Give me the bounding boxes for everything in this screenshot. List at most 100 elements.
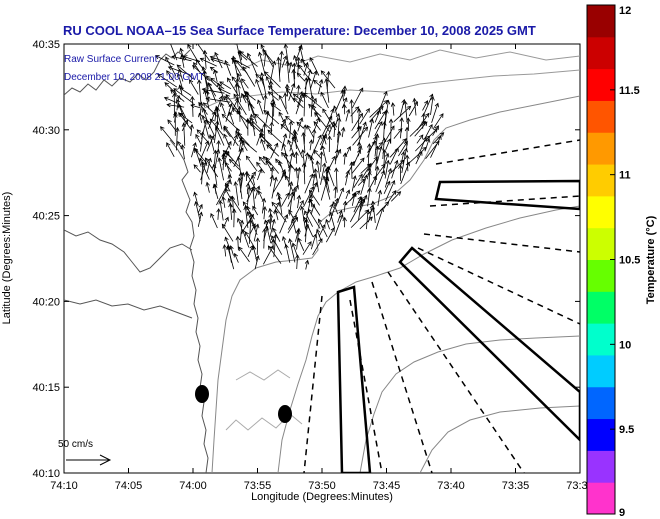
- current-vector-head: [400, 151, 406, 156]
- current-vector: [249, 102, 258, 124]
- current-vector-head: [251, 171, 256, 177]
- current-vector: [249, 223, 256, 235]
- current-vector-head: [308, 139, 314, 144]
- current-vector-head: [360, 157, 365, 163]
- current-vector: [353, 174, 363, 188]
- current-vector-head: [304, 218, 309, 223]
- scale-label: 50 cm/s: [58, 439, 93, 450]
- current-vector: [415, 151, 423, 165]
- current-vector: [170, 44, 178, 61]
- plot-area: [63, 43, 581, 474]
- current-vector-head: [189, 123, 194, 129]
- current-vector: [264, 220, 272, 244]
- current-vector-head: [275, 158, 280, 164]
- current-vector-head: [227, 77, 232, 83]
- current-vector: [206, 120, 215, 137]
- current-vector: [205, 157, 219, 178]
- current-vector-head: [239, 50, 244, 56]
- current-vector-head: [217, 82, 222, 88]
- current-vector-head: [256, 161, 261, 167]
- scale-arrow-icon: [66, 454, 112, 466]
- current-vector: [336, 149, 341, 159]
- current-vector-head: [248, 102, 253, 107]
- current-vector: [367, 188, 371, 207]
- current-vector: [357, 122, 367, 146]
- current-vector: [236, 44, 242, 66]
- current-vector: [196, 129, 210, 144]
- current-vector-head: [237, 177, 242, 182]
- current-vector: [179, 112, 193, 124]
- current-vector-head: [205, 89, 210, 95]
- current-vector: [384, 160, 389, 179]
- current-vector-head: [233, 93, 238, 99]
- current-vector-head: [262, 228, 267, 233]
- current-vector-head: [373, 156, 378, 161]
- current-vectors: [154, 44, 445, 270]
- current-vector: [384, 109, 388, 130]
- current-vector-head: [356, 108, 362, 113]
- current-vector: [268, 85, 279, 96]
- current-vector-head: [228, 158, 234, 164]
- current-vector-head: [302, 124, 308, 129]
- current-vector-head: [227, 140, 232, 146]
- current-vector: [344, 190, 361, 206]
- current-vector: [258, 156, 266, 165]
- colorbar-segment: [587, 195, 615, 229]
- current-vector-head: [245, 182, 251, 188]
- current-vector: [288, 62, 292, 73]
- current-vector-head: [390, 125, 395, 131]
- current-vector-head: [439, 132, 445, 137]
- current-vector: [288, 209, 295, 220]
- current-vector-head: [231, 76, 236, 81]
- current-vector-head: [367, 170, 372, 176]
- current-vector-head: [224, 150, 230, 156]
- current-vector: [430, 96, 434, 115]
- current-vector-head: [377, 189, 383, 195]
- current-vector-head: [412, 97, 417, 103]
- current-vector: [413, 98, 417, 116]
- current-vector-head: [313, 182, 318, 187]
- current-vector-head: [267, 129, 272, 135]
- current-vector-head: [276, 56, 281, 62]
- current-vector: [264, 71, 281, 88]
- current-vector-head: [199, 57, 205, 62]
- current-vector: [422, 100, 428, 111]
- current-vector-head: [334, 148, 340, 154]
- current-vector-head: [307, 241, 312, 246]
- current-vector-head: [307, 69, 312, 74]
- current-vector-head: [316, 228, 321, 234]
- current-vector: [287, 217, 298, 234]
- current-vector: [278, 112, 290, 132]
- current-vector-head: [269, 166, 275, 172]
- current-vector-head: [257, 99, 262, 105]
- current-vector-head: [308, 193, 314, 199]
- current-vector: [200, 131, 204, 152]
- current-vector: [391, 160, 398, 179]
- current-vector-head: [345, 108, 351, 114]
- current-vector: [231, 76, 241, 89]
- current-vector: [219, 200, 224, 221]
- depth-contour: [419, 405, 580, 473]
- current-vector: [333, 123, 336, 138]
- current-vector-head: [258, 168, 263, 174]
- current-vector-head: [285, 192, 290, 198]
- current-vector-head: [250, 187, 256, 192]
- current-vector-head: [255, 237, 260, 242]
- current-vector: [208, 82, 217, 102]
- current-vector-head: [313, 121, 318, 126]
- current-vector-head: [176, 98, 181, 104]
- current-vector-head: [166, 142, 171, 147]
- current-vector: [297, 57, 300, 76]
- current-vector: [361, 163, 372, 180]
- current-vector-head: [270, 98, 276, 103]
- current-vector-head: [298, 45, 303, 51]
- current-vector: [359, 195, 367, 213]
- current-vector: [359, 108, 370, 125]
- current-vector: [303, 186, 314, 208]
- current-vector: [389, 147, 399, 165]
- current-vector: [216, 183, 229, 206]
- current-vector-head: [230, 195, 235, 201]
- current-vector-head: [225, 93, 230, 99]
- current-vector-head: [189, 79, 194, 84]
